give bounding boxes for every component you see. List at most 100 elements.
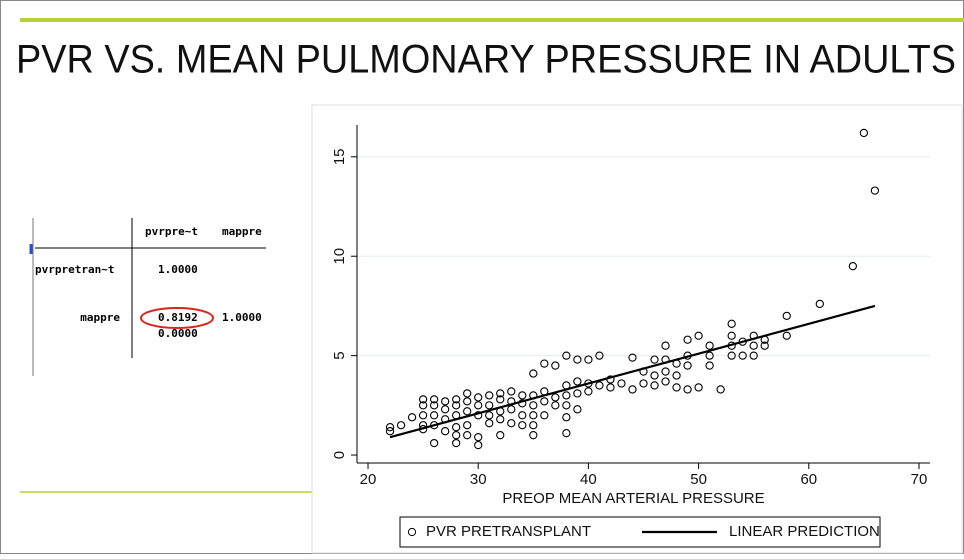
y-tick-label: 0 [331,451,348,459]
scatter-point [859,128,869,138]
scatter-point [683,361,692,370]
y-tick-label: 5 [331,351,348,359]
cell: 0.8192 [158,311,198,324]
scatter-point [485,401,494,410]
y-tick-label: 10 [331,248,348,265]
scatter-point [595,351,604,360]
scatter-point [672,371,681,380]
scatter-point [485,391,494,400]
scatter-point [429,411,439,420]
cell: 1.0000 [222,311,262,324]
scatter-point [529,411,538,420]
scatter-point [705,341,714,350]
scatter-point [672,383,681,392]
scatter-point [573,389,582,398]
scatter-point [694,331,703,340]
scatter-point [782,331,791,340]
scatter-point [639,379,648,388]
y-tick-label: 15 [331,148,348,165]
scatter-point [452,423,461,432]
scatter-point [661,377,670,386]
scatter-point [529,401,538,410]
x-axis-label: PREOP MEAN ARTERIAL PRESSURE [502,490,764,507]
scatter-point [396,421,406,430]
scatter-point [529,431,538,440]
scatter-point [496,395,505,404]
chart: 0 5 10 15 20 30 40 50 60 70 PREOP MEAN ARTERIAL PR… [331,125,930,548]
scatter-point [727,331,736,340]
scatter-point [562,401,571,410]
scatter-point [463,431,472,440]
scatter-point [429,395,439,404]
scatter-point [518,421,527,430]
scatter-point [496,431,505,440]
scatter-point [683,335,692,344]
x-tick-label: 50 [690,471,707,488]
scatter-point [529,421,538,430]
scatter-point [441,405,450,414]
scatter-point [485,411,494,420]
legend-box [399,516,881,548]
scatter-point [749,341,758,350]
scatter-point [727,351,736,360]
legend-label: PVR PRETRANSPLANT [426,523,591,540]
scatter-point [540,359,549,368]
correlation-table: pvrpre~t mappre pvrpretran~t 1.0000 mapp… [29,218,266,376]
scatter-point [727,319,736,328]
scatter-point [661,367,670,376]
scatter-point [474,433,483,442]
scatter-point [628,353,637,362]
scatter-point [650,381,659,390]
scatter-point [518,411,527,420]
scatter-point [573,377,582,386]
scatter-point [562,413,571,422]
slide-title: PVR VS. MEAN PULMONARY PRESSURE IN ADULT… [16,38,956,82]
scatter-point [385,427,395,436]
scatter-point [518,391,527,400]
scatter-point [418,395,428,404]
scatter-point [848,262,858,271]
scatter-point [429,401,439,410]
chart-panel [311,104,963,554]
scatter-point [738,351,747,360]
scatter-point [452,401,461,410]
column-header: mappre [222,225,262,238]
scatter-point [507,405,516,414]
x-tick-label: 60 [800,471,817,488]
scatter-point [463,407,472,416]
scatter-point [507,387,516,396]
cell: 0.0000 [158,327,198,340]
scatter-point [463,389,472,398]
scatter-point [683,385,692,394]
scatter-point [650,371,659,380]
scatter-point [705,351,714,360]
scatter-point [385,423,395,432]
legend-symbol [407,527,417,537]
scatter-point [749,351,758,360]
scatter-point [496,415,505,424]
scatter-point [452,438,461,448]
scatter-point [573,405,582,414]
legend-label: LINEAR PREDICTION [729,523,880,540]
scatter-point [562,351,571,360]
scatter-point [705,361,714,370]
highlight-ellipse [140,307,214,329]
scatter-point [694,383,703,392]
cell: 1.0000 [158,263,198,276]
scatter-point [562,429,571,438]
column-header: pvrpre~t [145,225,198,238]
scatter-point [441,397,450,406]
scatter-point [507,419,516,428]
x-tick-label: 30 [470,471,487,488]
scatter-point [474,393,483,402]
scatter-point [429,438,439,448]
scatter-point [661,341,670,350]
scatter-point [573,355,582,364]
row-label: pvrpretran~t [35,263,114,276]
scatter-point [485,419,494,428]
scatter-point [628,385,637,394]
scatter-point [595,381,604,390]
scatter-point [540,411,549,420]
scatter-point [584,387,593,396]
scatter-point [452,431,461,440]
